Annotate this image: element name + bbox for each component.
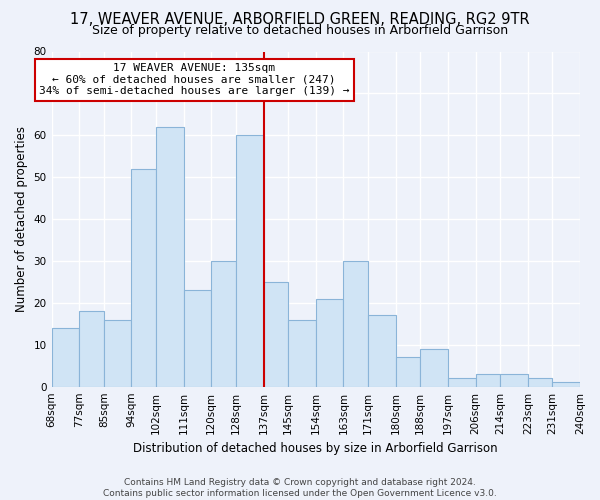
Bar: [528, 378, 553, 386]
Bar: [79, 312, 104, 386]
Bar: [476, 374, 500, 386]
Bar: [316, 298, 343, 386]
Bar: [236, 136, 263, 386]
Bar: [553, 382, 580, 386]
Bar: [131, 169, 156, 386]
Bar: [288, 320, 316, 386]
Bar: [263, 282, 288, 387]
Text: Size of property relative to detached houses in Arborfield Garrison: Size of property relative to detached ho…: [92, 24, 508, 37]
Bar: [500, 374, 528, 386]
Bar: [420, 349, 448, 387]
Text: 17 WEAVER AVENUE: 135sqm
← 60% of detached houses are smaller (247)
34% of semi-: 17 WEAVER AVENUE: 135sqm ← 60% of detach…: [39, 63, 349, 96]
Bar: [448, 378, 476, 386]
Bar: [343, 261, 368, 386]
Bar: [184, 290, 211, 386]
Bar: [211, 261, 236, 386]
Text: Contains HM Land Registry data © Crown copyright and database right 2024.
Contai: Contains HM Land Registry data © Crown c…: [103, 478, 497, 498]
Text: 17, WEAVER AVENUE, ARBORFIELD GREEN, READING, RG2 9TR: 17, WEAVER AVENUE, ARBORFIELD GREEN, REA…: [70, 12, 530, 28]
Bar: [104, 320, 131, 386]
Bar: [395, 358, 420, 386]
Bar: [52, 328, 79, 386]
Y-axis label: Number of detached properties: Number of detached properties: [15, 126, 28, 312]
Bar: [368, 316, 395, 386]
X-axis label: Distribution of detached houses by size in Arborfield Garrison: Distribution of detached houses by size …: [133, 442, 498, 455]
Bar: [156, 127, 184, 386]
